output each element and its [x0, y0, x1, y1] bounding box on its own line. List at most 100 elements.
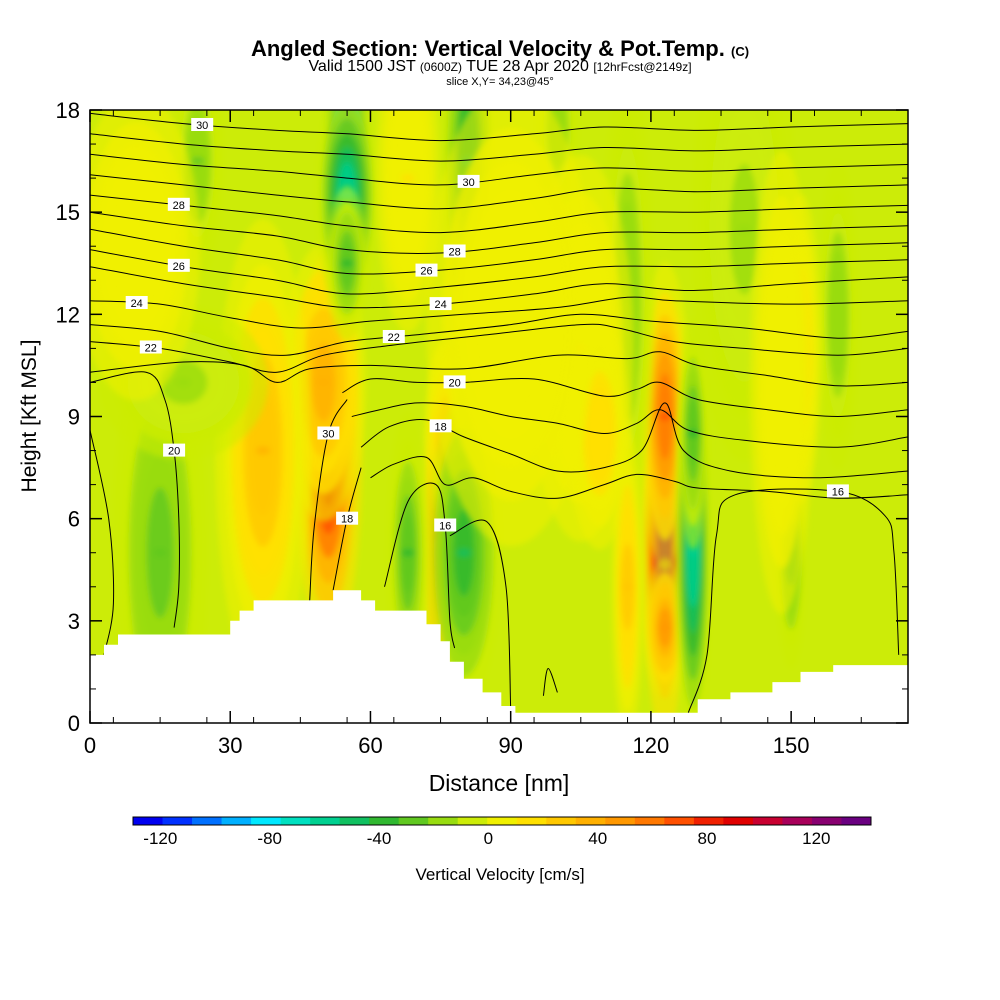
- velocity-level: [456, 548, 471, 557]
- contour-label-text: 16: [832, 486, 844, 498]
- theta-loop-contour: [687, 488, 900, 713]
- colorbar-swatch: [634, 817, 665, 825]
- contour-label-text: 24: [434, 299, 446, 311]
- velocity-level: [400, 174, 415, 183]
- velocity-level: [176, 378, 191, 387]
- contour-label: 30: [457, 174, 480, 189]
- velocity-level: [737, 225, 752, 234]
- velocity-level: [340, 259, 355, 268]
- theta-loop-contour: [542, 667, 558, 696]
- contour-label-bg: [125, 296, 148, 309]
- theta-contour-line: [90, 323, 908, 373]
- contour-label: 30: [191, 118, 214, 132]
- colorbar-swatch: [133, 817, 164, 825]
- chart-title: Angled Section: Vertical Velocity & Pot.…: [0, 36, 1000, 62]
- chart-title-unit: (C): [731, 44, 750, 59]
- theta-loop-contour: [384, 482, 456, 649]
- forecast-info: [12hrFcst@2149z]: [593, 60, 692, 74]
- velocity-cell-23: [816, 159, 860, 469]
- velocity-cell-31: [90, 110, 201, 401]
- contour-label-text: 24: [131, 298, 143, 310]
- colorbar-tick-label: 0: [484, 829, 493, 848]
- contour-label-bg: [191, 118, 214, 131]
- velocity-level: [685, 429, 700, 438]
- colorbar-swatch: [811, 817, 842, 825]
- contour-label: 20: [443, 375, 466, 389]
- theta-contour-line: [90, 112, 908, 142]
- contour-label-bg: [167, 258, 190, 272]
- y-axis-label: Height [Kft MSL]: [18, 340, 41, 493]
- velocity-cell-28: [376, 110, 440, 333]
- contour-label-bg: [443, 244, 466, 258]
- colorbar-swatch: [752, 817, 783, 825]
- theta-contour-line: [90, 266, 908, 309]
- colorbar-label: Vertical Velocity [cm/s]: [415, 865, 584, 884]
- theta-contour-line: [90, 153, 908, 186]
- colorbar-swatch: [369, 817, 400, 825]
- velocity-cell-27: [425, 110, 596, 547]
- theta-contour-line: [90, 296, 908, 329]
- y-tick-label: 18: [56, 98, 80, 123]
- valid-time-jst: Valid 1500 JST: [308, 58, 416, 75]
- contour-label: 28: [167, 197, 190, 212]
- theta-loop-contour: [449, 519, 512, 710]
- velocity-level: [503, 310, 518, 319]
- colorbar-swatch: [546, 817, 577, 825]
- colorbar-swatch: [192, 817, 223, 825]
- colorbar-swatch: [516, 817, 547, 825]
- x-tick-label: 120: [633, 733, 670, 758]
- contour-label-bg: [415, 263, 438, 277]
- theta-contours: [90, 112, 908, 713]
- colorbar-swatch: [487, 817, 518, 825]
- velocity-level: [685, 548, 700, 557]
- terrain-mask: [90, 590, 908, 723]
- y-tick-label: 3: [68, 609, 80, 634]
- contour-label-bg: [429, 419, 452, 433]
- contour-label: 30: [317, 426, 340, 441]
- velocity-cell-5: [643, 558, 687, 698]
- x-tick-label: 90: [498, 733, 522, 758]
- contour-label: 28: [443, 244, 466, 259]
- velocity-field: 30 30 28 28 26 26 24 24 22 22 20 18 20 30 18 16 16: [90, 110, 908, 723]
- velocity-level: [657, 623, 672, 632]
- contour-label: 18: [336, 511, 359, 526]
- x-tick-label: 150: [773, 733, 810, 758]
- contour-label-text: 28: [448, 247, 460, 259]
- colorbar-tick-label: 40: [588, 829, 607, 848]
- colorbar: [132, 816, 872, 826]
- y-axis: 0 3 6 9 12 15 18: [56, 98, 908, 736]
- contour-label-bg: [443, 375, 466, 389]
- theta-loop-contour: [309, 399, 348, 601]
- contour-label-text: 22: [388, 332, 400, 344]
- contour-label-bg: [457, 174, 480, 188]
- velocity-level: [400, 548, 415, 557]
- contour-label-bg: [163, 443, 186, 457]
- theta-loop-contour: [90, 429, 115, 655]
- theta-contour-line: [360, 402, 908, 479]
- contour-label-text: 18: [434, 421, 446, 433]
- colorbar-swatch: [428, 817, 459, 825]
- velocity-cell-10: [325, 185, 369, 341]
- contour-label-bg: [317, 426, 340, 440]
- chart-title-main: Angled Section: Vertical Velocity & Pot.…: [250, 36, 725, 61]
- velocity-level: [190, 156, 205, 166]
- theta-contour-line: [90, 174, 908, 210]
- colorbar-tick-labels: -120 -80 -40 0 40 80 120: [143, 829, 830, 848]
- contour-label-text: 26: [420, 266, 432, 278]
- theta-contour-line: [342, 377, 908, 418]
- contour-label-text: 16: [439, 521, 451, 533]
- velocity-level: [153, 548, 168, 557]
- colorbar-swatch: [605, 817, 636, 825]
- y-tick-label: 12: [56, 302, 80, 327]
- contour-label-text: 18: [341, 514, 353, 526]
- contour-label-bg: [336, 511, 359, 525]
- colorbar-border: [132, 816, 872, 826]
- theta-contour-line: [90, 133, 908, 162]
- velocity-level: [774, 378, 789, 387]
- y-tick-label: 9: [68, 405, 80, 430]
- contour-label-text: 26: [173, 261, 185, 273]
- contour-label: 22: [139, 340, 162, 355]
- contour-label-bg: [167, 197, 190, 211]
- colorbar-swatch: [782, 817, 813, 825]
- contour-label: 24: [125, 296, 148, 310]
